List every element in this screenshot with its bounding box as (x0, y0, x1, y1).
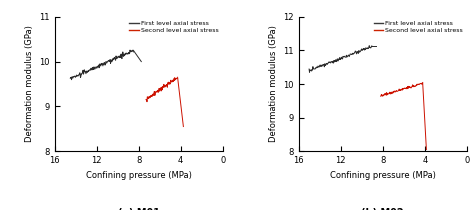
X-axis label: Confining pressure (MPa): Confining pressure (MPa) (330, 171, 436, 180)
X-axis label: Confining pressure (MPa): Confining pressure (MPa) (86, 171, 191, 180)
Title: (b) M02: (b) M02 (361, 208, 404, 210)
Legend: First level axial stress, Second level axial stress: First level axial stress, Second level a… (129, 20, 220, 34)
Title: (a) M01: (a) M01 (118, 208, 160, 210)
Y-axis label: Deformation modulus (GPa): Deformation modulus (GPa) (269, 26, 278, 142)
Legend: First level axial stress, Second level axial stress: First level axial stress, Second level a… (373, 20, 464, 34)
Y-axis label: Deformation modulus (GPa): Deformation modulus (GPa) (25, 26, 34, 142)
